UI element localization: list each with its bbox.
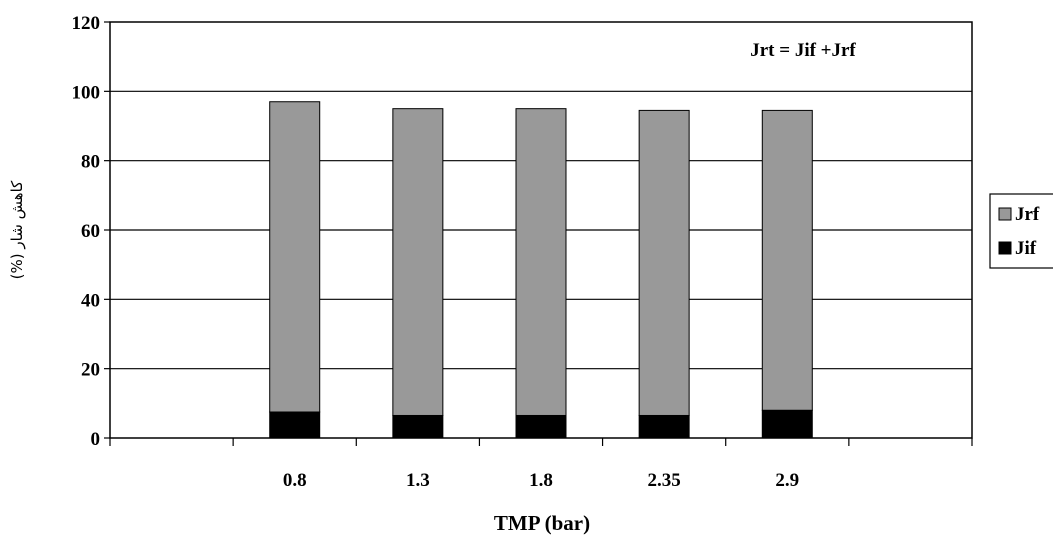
annotation: Jrt = Jif +Jrf bbox=[750, 40, 856, 61]
bar-jif bbox=[515, 414, 567, 439]
bar-jrf bbox=[392, 108, 444, 416]
x-tick-label: 1.8 bbox=[529, 470, 553, 491]
x-axis-title: TMP (bar) bbox=[494, 511, 590, 535]
y-tick-label: 20 bbox=[81, 360, 100, 381]
legend-box bbox=[989, 193, 1053, 269]
y-tick-label: 120 bbox=[72, 13, 101, 34]
x-tick-label: 1.3 bbox=[406, 470, 430, 491]
y-axis-title: کاهش شار (%) bbox=[8, 180, 26, 279]
x-tick-label: 2.9 bbox=[775, 470, 799, 491]
legend-swatch-jif bbox=[998, 241, 1012, 255]
bar-jrf bbox=[515, 108, 567, 416]
legend-swatch-jrf bbox=[998, 207, 1012, 221]
bar-jif bbox=[761, 409, 813, 439]
bar-jif bbox=[269, 411, 321, 439]
legend-label-jrf: Jrf bbox=[1015, 204, 1040, 225]
x-tick-marks bbox=[109, 438, 973, 446]
y-tick-label: 0 bbox=[91, 429, 101, 450]
y-tick-label: 80 bbox=[81, 152, 100, 173]
y-tick-label: 60 bbox=[81, 221, 100, 242]
y-tick-label: 40 bbox=[81, 290, 100, 311]
y-tick-label: 100 bbox=[72, 82, 101, 103]
legend-label-jif: Jif bbox=[1015, 238, 1037, 259]
bars bbox=[269, 101, 813, 439]
y-tick-labels: 0 20 40 60 80 100 120 bbox=[72, 13, 110, 450]
x-tick-labels: 0.8 1.3 1.8 2.35 2.9 bbox=[283, 470, 799, 491]
bar-jrf bbox=[638, 109, 690, 416]
x-tick-label: 2.35 bbox=[648, 470, 681, 491]
bar-jif bbox=[392, 414, 444, 439]
bar-jrf bbox=[761, 109, 813, 411]
legend: Jrf Jif bbox=[989, 193, 1053, 269]
x-tick-label: 0.8 bbox=[283, 470, 307, 491]
bar-jif bbox=[638, 414, 690, 439]
bar-jrf bbox=[269, 101, 321, 413]
